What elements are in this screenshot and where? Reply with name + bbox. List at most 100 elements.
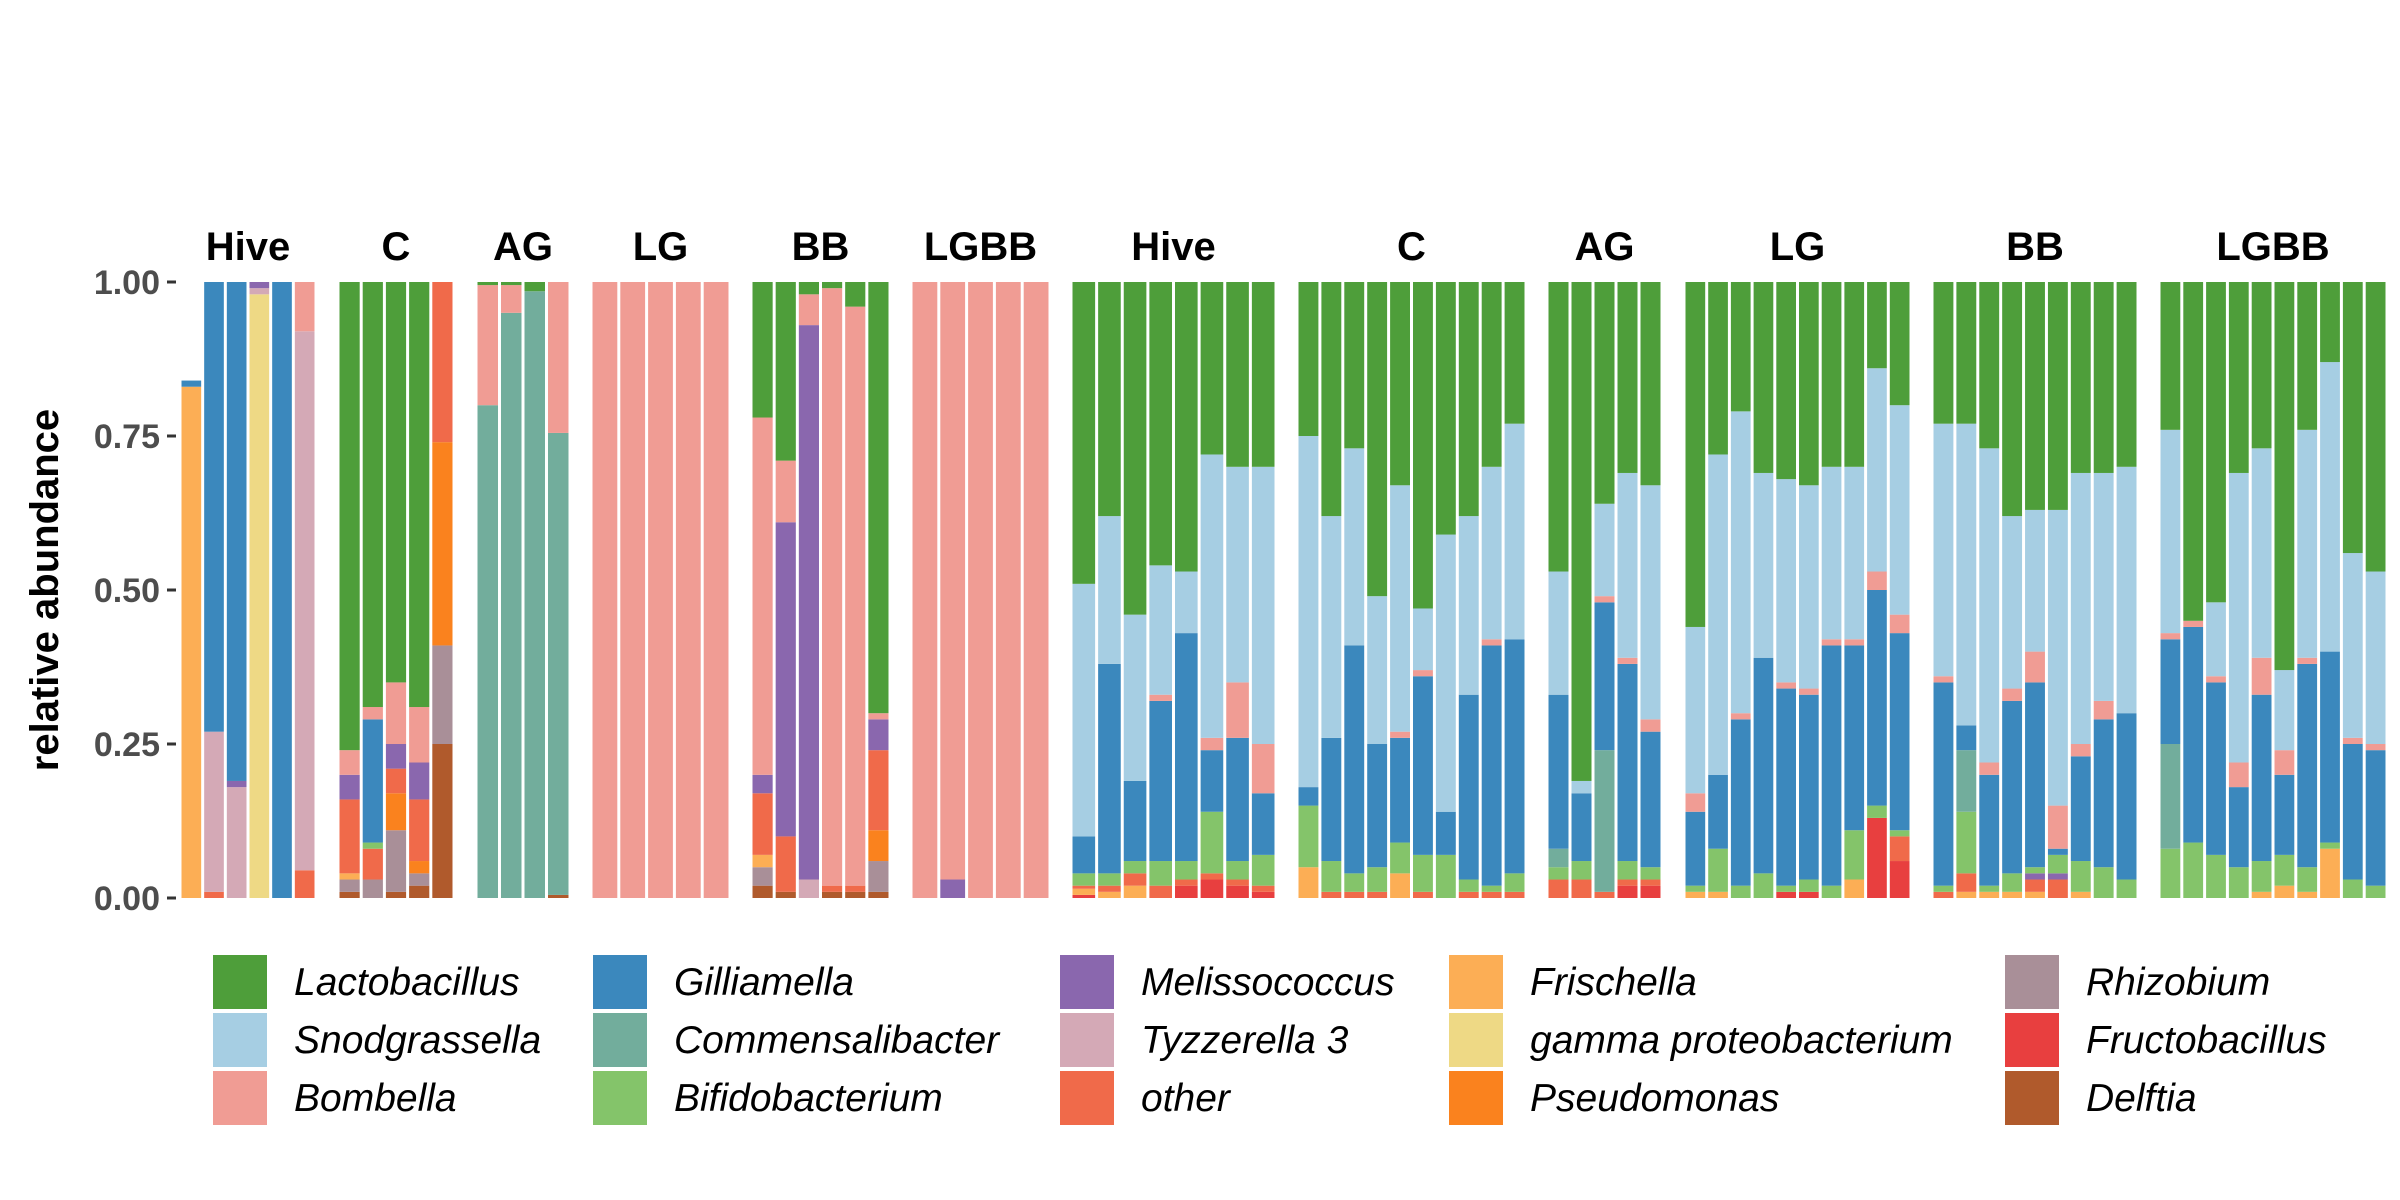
facet-strip-label: Hive <box>206 225 291 269</box>
bar-segment-tyzzerella-3 <box>249 288 270 295</box>
bar-segment-snodgrassella <box>2070 472 2091 744</box>
bar-segment-lactobacillus <box>2365 282 2386 572</box>
bar <box>2342 282 2363 898</box>
bar-segment-bifidobacterium <box>2206 854 2226 898</box>
bar-segment-gilliamella <box>1175 633 1198 862</box>
bar-segment-snodgrassella <box>1844 466 1865 640</box>
bar <box>2160 282 2181 898</box>
bar-segment-bombella <box>620 282 646 898</box>
bar-segment-lactobacillus <box>1367 282 1388 597</box>
bar-segment-frischella <box>1098 891 1121 898</box>
bar <box>1200 282 1224 898</box>
bar <box>2274 282 2295 898</box>
bar-segment-frischella <box>1123 885 1147 898</box>
bar-segment-gilliamella <box>181 380 202 387</box>
bar-segment-other <box>752 793 773 855</box>
legend-swatch <box>213 1013 267 1067</box>
bar-segment-bombella <box>703 282 729 898</box>
bar-segment-bifidobacterium <box>1390 842 1410 874</box>
bar-segment-pseudomonas <box>385 793 407 831</box>
bar-segment-lactobacillus <box>385 282 407 683</box>
bar-segment-frischella <box>1685 891 1706 898</box>
bar-segment-bombella <box>1251 744 1275 794</box>
bar-segment-snodgrassella <box>1776 479 1796 683</box>
bar-segment-delftia <box>822 891 843 898</box>
bar-segment-lactobacillus <box>1435 282 1456 535</box>
bar <box>1617 282 1638 898</box>
bar-segment-gilliamella <box>1149 700 1172 862</box>
bar-segment-bifidobacterium <box>1175 861 1198 880</box>
bar-segment-gilliamella <box>1640 731 1661 868</box>
bar-segment-gilliamella <box>1844 645 1865 831</box>
bar <box>1435 282 1456 898</box>
bar-segment-fructobacillus <box>1776 891 1796 898</box>
bar-segment-delftia <box>775 891 796 898</box>
bar-segment-pseudomonas <box>868 830 889 862</box>
bar-segment-gilliamella <box>1123 780 1147 862</box>
bar-segment-lactobacillus <box>798 282 819 295</box>
bar-segment-snodgrassella <box>1413 608 1433 671</box>
bar <box>968 282 993 898</box>
bar-segment-gilliamella <box>1708 774 1728 849</box>
bar-segment-gilliamella <box>1548 694 1569 849</box>
bar-segment-rhizobium <box>409 873 430 886</box>
facet-panel-lgbb: LGBB <box>912 225 1049 898</box>
facet-panel-lgbb: LGBB <box>2160 225 2386 898</box>
bar-segment-other <box>1321 891 1342 898</box>
bar-segment-other <box>2025 879 2045 892</box>
bar-segment-bombella <box>1226 682 1249 738</box>
bar-segment-pseudomonas <box>432 442 453 646</box>
legend-label: gamma proteobacterium <box>1530 1019 1953 1062</box>
bar-segment-gilliamella <box>2365 750 2386 886</box>
bar-segment-other <box>1594 891 1615 898</box>
bar-segment-snodgrassella <box>1298 436 1319 788</box>
bar-segment-bifidobacterium <box>1226 861 1249 880</box>
bar-segment-bombella <box>1594 596 1615 603</box>
bar-segment-bombella <box>2160 633 2181 640</box>
bar <box>272 282 292 898</box>
bar-segment-other <box>1344 891 1365 898</box>
bar-segment-lactobacillus <box>2093 282 2114 473</box>
legend-label: Delftia <box>2086 1077 2197 1120</box>
bar <box>2206 282 2226 898</box>
bar-segment-lactobacillus <box>524 282 545 292</box>
bar-segment-bombella <box>1844 639 1865 646</box>
bar-segment-frischella <box>2274 885 2295 898</box>
bar-segment-snodgrassella <box>1367 596 1388 744</box>
bar-segment-other <box>1175 879 1198 886</box>
bar <box>1821 282 1842 898</box>
bar-segment-commensalibacter <box>524 291 545 898</box>
bar-segment-snodgrassella <box>1344 448 1365 646</box>
bar-segment-bifidobacterium <box>2116 879 2137 898</box>
legend-item-other: other <box>1060 1071 1232 1125</box>
bar-segment-frischella <box>1844 879 1865 898</box>
bar <box>1708 282 1728 898</box>
bar-segment-bombella <box>775 460 796 523</box>
bar-segment-gilliamella <box>1979 774 2000 886</box>
facet-panel-c: C <box>339 225 453 898</box>
facet-panel-lg: LG <box>1685 225 1910 898</box>
bar-segment-bombella <box>2228 762 2249 788</box>
bar-segment-lactobacillus <box>1933 282 1954 424</box>
bar-segment-other <box>1149 885 1172 898</box>
legend: Lactobacillus Snodgrassella Bombella Gillia… <box>213 955 2327 1125</box>
bar-segment-snodgrassella <box>1753 472 1774 658</box>
y-tick-label: 0.75 <box>94 418 160 456</box>
bar-segment-snodgrassella <box>1867 368 1887 572</box>
bar-segment-gilliamella <box>226 282 247 781</box>
bar-segment-bombella <box>2183 620 2204 627</box>
bar-segment-bombella <box>675 282 701 898</box>
bar <box>204 282 224 898</box>
bar <box>1226 282 1249 898</box>
bar-segment-bombella <box>995 282 1021 898</box>
bar <box>226 282 247 898</box>
bar-segment-bifidobacterium <box>362 842 383 849</box>
bar <box>752 282 773 898</box>
bar-segment-gilliamella <box>1072 836 1096 874</box>
bar-segment-gilliamella <box>1298 787 1319 806</box>
legend-swatch <box>1060 1071 1114 1125</box>
bar <box>2047 282 2068 898</box>
bar-segment-lactobacillus <box>2160 282 2181 430</box>
y-tick-label: 0.50 <box>94 572 160 610</box>
bar-segment-bifidobacterium <box>1933 885 1954 892</box>
